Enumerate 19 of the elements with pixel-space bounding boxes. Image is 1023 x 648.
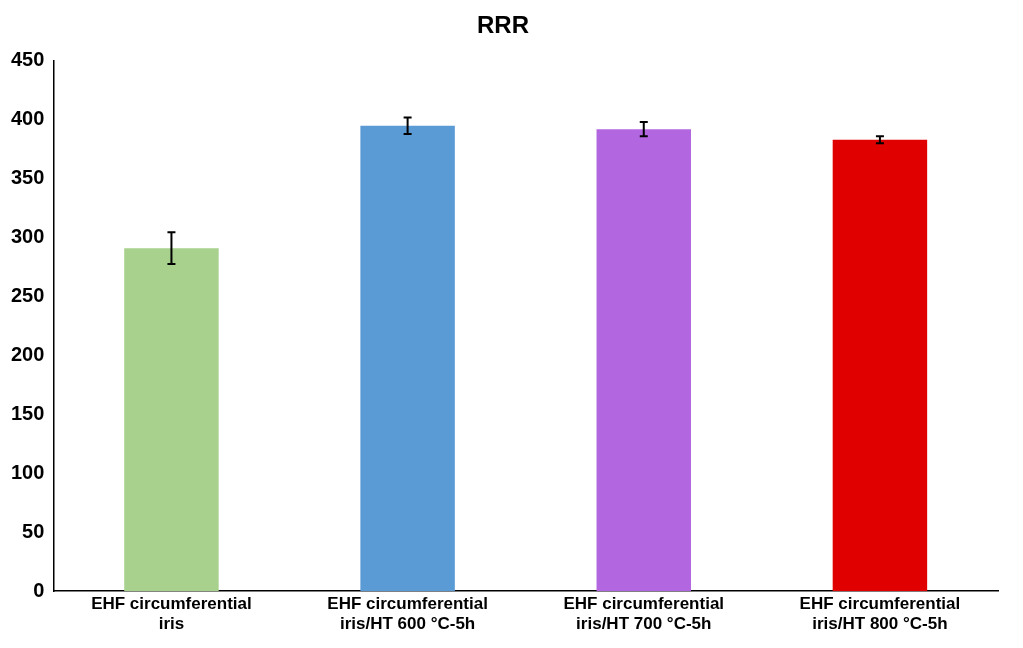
y-tick-label: 350 (10, 166, 45, 189)
bar (596, 129, 691, 592)
y-tick-label: 300 (10, 225, 45, 248)
y-tick-label: 0 (33, 578, 45, 601)
x-tick-label: EHF circumferential iris/HT 700 °C-5h (563, 594, 725, 634)
y-tick-label: 450 (10, 48, 45, 71)
y-tick-label: 150 (10, 401, 45, 424)
y-tick-label: 250 (10, 284, 45, 307)
y-tick-label: 50 (22, 519, 45, 542)
y-tick-label: 100 (10, 460, 45, 483)
y-tick-label: 200 (10, 342, 45, 365)
chart-title: RRR (477, 11, 529, 39)
x-tick-label: EHF circumferential iris/HT 800 °C-5h (799, 594, 961, 634)
x-tick-label: EHF circumferential iris/HT 600 °C-5h (327, 594, 488, 634)
bar (832, 139, 928, 592)
bar (360, 125, 455, 592)
bar (124, 248, 219, 592)
x-tick-label: EHF circumferential iris (91, 594, 252, 634)
y-tick-label: 400 (10, 107, 45, 130)
